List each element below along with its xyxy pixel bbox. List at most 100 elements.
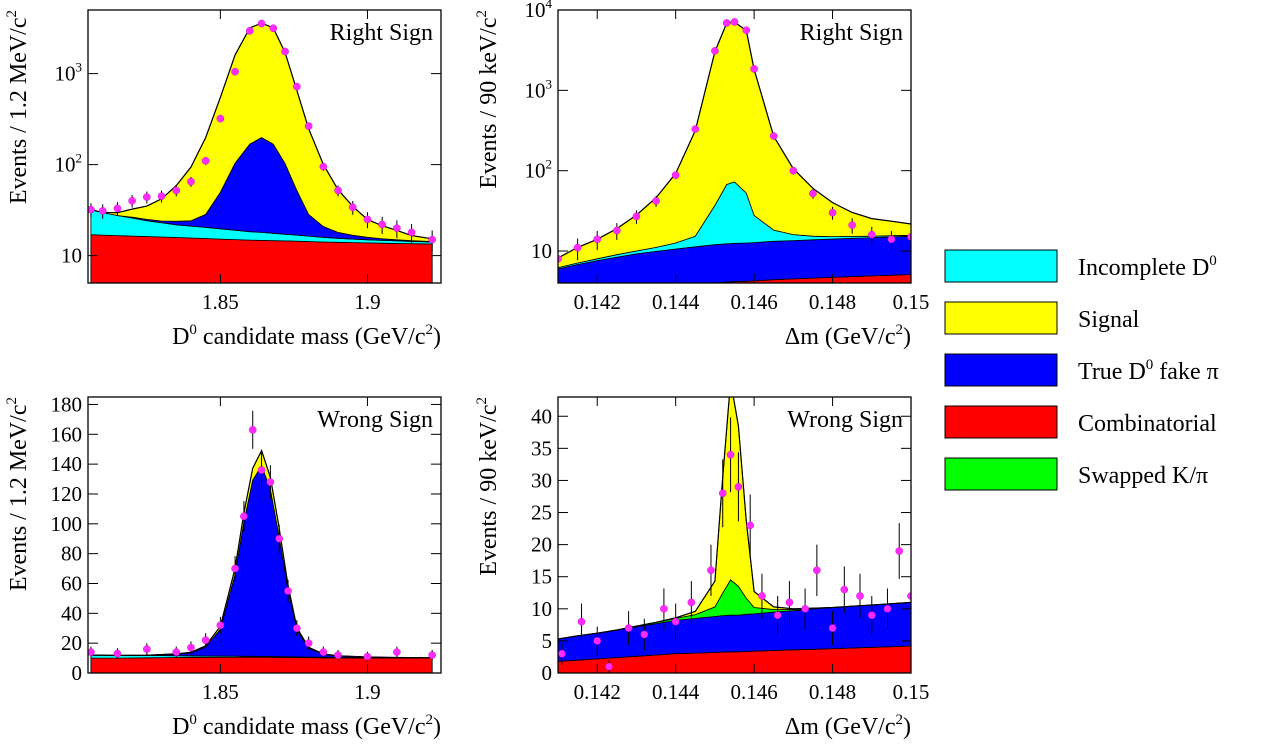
x-tick-label: 0.144 xyxy=(652,680,700,704)
legend: Incomplete D0 Signal True D0 fake π Combina… xyxy=(944,249,1219,491)
legend-swatch-incomplete xyxy=(944,249,1058,283)
y-tick-label: 10 xyxy=(61,244,82,268)
data-point xyxy=(867,230,876,239)
y-tick-label: 102 xyxy=(55,151,83,177)
y-tick-label: 80 xyxy=(61,542,82,566)
plot-frame xyxy=(557,9,912,284)
data-point xyxy=(828,624,837,632)
data-point xyxy=(707,566,715,575)
data-point xyxy=(652,197,660,205)
data-point xyxy=(113,204,122,213)
data-point xyxy=(257,19,266,28)
data-point xyxy=(758,592,766,600)
legend-swatch-signal xyxy=(944,301,1058,335)
data-point xyxy=(577,617,586,626)
data-point xyxy=(98,207,107,215)
data-point xyxy=(773,611,782,620)
data-point xyxy=(691,125,700,133)
x-tick-label: 0.146 xyxy=(730,680,777,704)
data-point xyxy=(363,652,372,661)
data-point xyxy=(593,235,602,244)
y-tick-label: 20 xyxy=(61,631,82,655)
x-tick-label: 0.148 xyxy=(809,290,856,314)
x-tick-label: 0.144 xyxy=(652,290,700,314)
data-point xyxy=(187,177,195,186)
x-tick-label: 1.85 xyxy=(202,680,239,704)
data-point xyxy=(281,47,289,56)
data-point xyxy=(275,534,284,543)
legend-label-swapped: Swapped K/π xyxy=(1078,463,1208,489)
x-axis-label: D0 candidate mass (GeV/c2) xyxy=(172,322,441,350)
data-point xyxy=(304,122,313,130)
area-true_d0_fake_pi xyxy=(90,464,433,659)
data-point xyxy=(284,587,292,595)
x-tick-label: 1.85 xyxy=(202,290,239,314)
data-point xyxy=(240,512,248,521)
chart-ws-mass: 1.85 1.9 0 20 40 60 80 100 120 140 160 180 Wrong Sig… xyxy=(4,392,442,740)
legend-label-true_d0_fake_pi: True D0 fake π xyxy=(1078,357,1219,385)
data-point xyxy=(407,228,416,237)
data-point xyxy=(216,114,225,123)
data-point xyxy=(393,224,401,233)
data-point xyxy=(726,450,735,459)
legend-swatch-true_d0_fake_pi xyxy=(944,353,1058,387)
data-point xyxy=(201,157,210,165)
data-point xyxy=(895,547,904,555)
data-point xyxy=(231,67,239,76)
y-tick-label: 180 xyxy=(51,392,83,416)
legend-swatch-swapped xyxy=(944,457,1058,491)
x-axis-label: Δm (GeV/c2) xyxy=(785,322,911,350)
data-point xyxy=(867,611,876,620)
data-point xyxy=(257,466,266,474)
data-point xyxy=(605,662,613,671)
data-point xyxy=(734,483,743,491)
y-tick-label: 120 xyxy=(51,482,83,506)
data-point xyxy=(671,617,680,626)
data-point xyxy=(245,27,254,35)
data-point xyxy=(789,166,798,175)
y-tick-label: 10 xyxy=(531,239,552,263)
data-point xyxy=(624,624,633,632)
legend-label-signal: Signal xyxy=(1078,307,1140,333)
x-tick-label: 0.148 xyxy=(809,680,856,704)
plot-area xyxy=(88,410,436,673)
data-point xyxy=(746,521,754,530)
y-tick-label: 15 xyxy=(531,565,552,589)
x-tick-label: 1.9 xyxy=(354,290,380,314)
y-tick-label: 140 xyxy=(51,452,83,476)
data-point xyxy=(801,605,809,613)
area-combinatorial xyxy=(90,656,433,673)
x-tick-label: 0.15 xyxy=(893,290,930,314)
area-combinatorial xyxy=(558,274,911,283)
data-point xyxy=(632,212,641,221)
data-point xyxy=(334,186,342,195)
data-point xyxy=(293,624,301,633)
data-point xyxy=(143,645,151,653)
data-point xyxy=(813,566,821,575)
y-tick-label: 0 xyxy=(72,661,83,685)
data-point xyxy=(769,132,778,140)
panel-title: Right Sign xyxy=(800,20,903,46)
data-point xyxy=(172,648,181,656)
chart-rs-dm: 0.142 0.144 0.146 0.148 0.15 10 102 103 104 Right… xyxy=(474,0,929,350)
data-point xyxy=(231,564,239,573)
data-point xyxy=(88,648,95,656)
chart-rs-mass: 1.85 1.9 10 102 103 Right Sign D0 candidate ma… xyxy=(4,9,442,350)
y-tick-label: 60 xyxy=(61,571,82,595)
x-axis-label: Δm (GeV/c2) xyxy=(785,712,911,740)
data-point xyxy=(593,637,602,645)
data-point xyxy=(671,171,680,179)
chart-ws-dm: 0.142 0.144 0.146 0.148 0.15 0 5 10 15 20 25 30 35 40… xyxy=(474,396,929,740)
data-point xyxy=(293,82,301,91)
y-tick-label: 35 xyxy=(531,436,552,460)
x-tick-label: 0.146 xyxy=(730,290,777,314)
x-tick-label: 0.142 xyxy=(574,680,621,704)
y-axis-label: Events / 90 keV/c2 xyxy=(474,397,502,576)
data-point xyxy=(840,585,849,594)
data-point xyxy=(393,648,401,656)
data-point xyxy=(157,192,166,200)
plot-frame xyxy=(557,396,912,674)
data-point xyxy=(828,208,837,217)
data-point xyxy=(269,24,278,33)
